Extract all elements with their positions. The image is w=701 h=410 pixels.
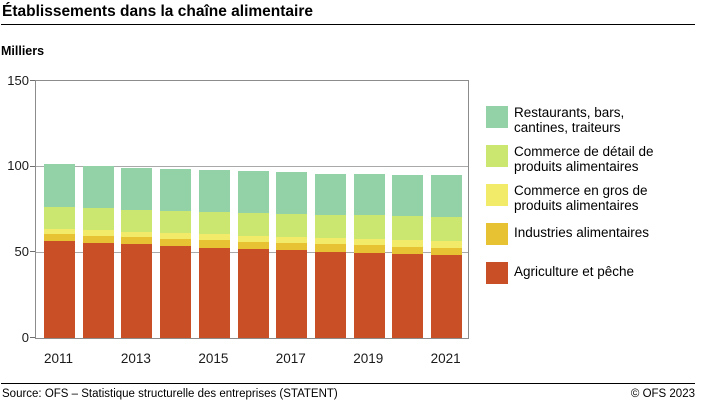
bar-segment bbox=[392, 254, 424, 338]
bar-segment bbox=[160, 168, 192, 211]
bar-segment bbox=[276, 172, 308, 214]
bar-segment bbox=[276, 243, 308, 251]
bar-segment bbox=[353, 252, 385, 338]
x-tick-label-2011: 2011 bbox=[43, 351, 74, 366]
bar-segment bbox=[276, 213, 308, 237]
bar-segment bbox=[353, 238, 385, 246]
bar-segment bbox=[82, 235, 114, 243]
bar-segment bbox=[431, 255, 463, 338]
chart-plot-area bbox=[35, 80, 469, 339]
bar-segment bbox=[160, 210, 192, 234]
bar-segment bbox=[315, 237, 347, 245]
y-tick-label-150: 150 bbox=[7, 72, 29, 88]
legend-swatch bbox=[486, 184, 508, 206]
x-tick-label-2017: 2017 bbox=[275, 351, 306, 366]
bar-segment bbox=[237, 171, 269, 214]
bar-segment bbox=[198, 170, 230, 212]
bar-segment bbox=[82, 165, 114, 209]
bar-segment bbox=[121, 167, 153, 210]
legend-label: Restaurants, bars, cantines, traiteurs bbox=[514, 105, 625, 135]
bar-segment bbox=[160, 238, 192, 246]
footer-divider bbox=[1, 383, 695, 384]
y-axis-tick bbox=[30, 337, 35, 338]
legend-label: Agriculture et pêche bbox=[514, 264, 635, 279]
bar-segment bbox=[121, 231, 153, 238]
legend-item: Commerce de détail de produits alimentair… bbox=[486, 144, 654, 174]
bar-segment bbox=[82, 242, 114, 338]
bar-segment bbox=[82, 208, 114, 231]
legend-label: Commerce de détail de produits alimentair… bbox=[514, 144, 654, 174]
x-tick-label-2013: 2013 bbox=[120, 351, 151, 366]
bar-segment bbox=[198, 247, 230, 338]
x-tick-label-2021: 2021 bbox=[430, 351, 461, 366]
bar-segment bbox=[392, 216, 424, 240]
bar-segment bbox=[392, 239, 424, 247]
legend-label: Industries alimentaires bbox=[514, 225, 650, 240]
legend-swatch bbox=[486, 223, 508, 245]
bar-segment bbox=[237, 241, 269, 250]
bar-segment bbox=[431, 216, 463, 241]
bar-segment bbox=[121, 237, 153, 245]
title-divider bbox=[1, 24, 695, 25]
bar-segment bbox=[44, 207, 75, 229]
bar-segment bbox=[198, 234, 230, 241]
bar-segment bbox=[160, 233, 192, 239]
legend-swatch bbox=[486, 106, 508, 128]
bar-segment bbox=[431, 240, 463, 248]
y-tick-label-0: 0 bbox=[21, 329, 29, 345]
y-tick-label-100: 100 bbox=[7, 158, 29, 174]
y-axis-tick bbox=[30, 251, 35, 253]
bar-segment bbox=[237, 213, 269, 236]
bar-segment bbox=[198, 240, 230, 248]
bar-segment bbox=[160, 245, 192, 338]
y-axis-tick bbox=[30, 165, 35, 167]
bar-segment bbox=[44, 234, 75, 242]
bar-segment bbox=[315, 214, 347, 238]
y-axis-tick bbox=[30, 80, 35, 81]
bar-segment bbox=[315, 173, 347, 215]
legend-item: Industries alimentaires bbox=[486, 223, 649, 245]
bar-segment bbox=[237, 249, 269, 338]
bar-segment bbox=[44, 241, 75, 338]
x-tick-label-2015: 2015 bbox=[198, 351, 229, 366]
bar-segment bbox=[392, 246, 424, 255]
gridline-y-100 bbox=[36, 166, 468, 168]
bar-segment bbox=[237, 235, 269, 242]
bar-segment bbox=[431, 247, 463, 256]
bar-segment bbox=[276, 250, 308, 338]
bar-segment bbox=[315, 251, 347, 338]
bar-segment bbox=[198, 211, 230, 235]
legend-label: Commerce en gros de produits alimentaires bbox=[514, 183, 648, 213]
bar-segment bbox=[82, 230, 114, 236]
bar-segment bbox=[431, 174, 463, 217]
legend-swatch bbox=[486, 145, 508, 167]
bar-segment bbox=[353, 245, 385, 253]
x-tick-label-2019: 2019 bbox=[353, 351, 384, 366]
legend-item: Agriculture et pêche bbox=[486, 262, 634, 284]
bar-segment bbox=[44, 163, 75, 208]
bar-segment bbox=[44, 228, 75, 235]
bar-segment bbox=[121, 209, 153, 232]
y-axis-unit-label: Milliers bbox=[1, 44, 45, 58]
y-tick-label-50: 50 bbox=[14, 243, 29, 259]
bar-segment bbox=[353, 215, 385, 239]
legend-item: Restaurants, bars, cantines, traiteurs bbox=[486, 105, 625, 135]
legend-item: Commerce en gros de produits alimentaires bbox=[486, 183, 648, 213]
bar-segment bbox=[315, 244, 347, 252]
bar-segment bbox=[276, 236, 308, 244]
footer-source-text: Source: OFS – Statistique structurelle d… bbox=[2, 388, 338, 400]
bar-segment bbox=[121, 244, 153, 338]
legend-swatch bbox=[486, 262, 508, 284]
bar-segment bbox=[353, 173, 385, 216]
footer-copyright-text: © OFS 2023 bbox=[630, 388, 695, 400]
page-title: Établissements dans la chaîne alimentair… bbox=[2, 3, 313, 20]
bar-segment bbox=[392, 175, 424, 217]
